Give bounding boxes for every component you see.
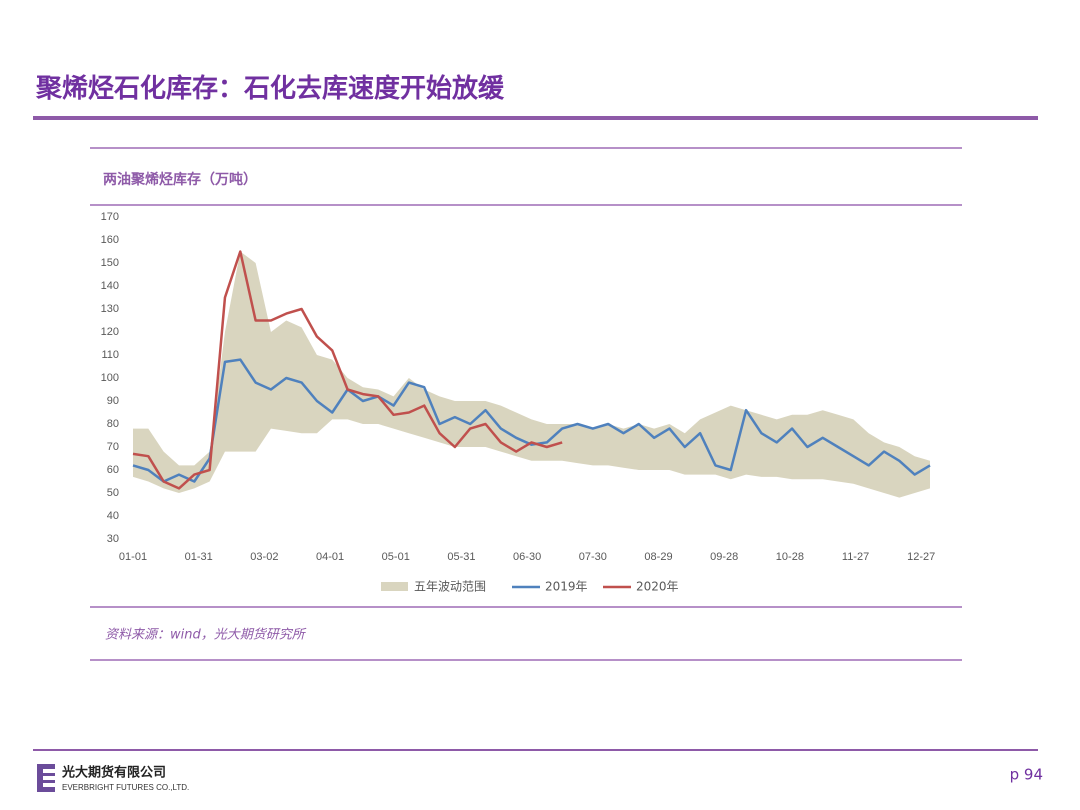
y-tick-label: 140 — [101, 280, 119, 292]
legend-label: 2019年 — [545, 580, 588, 594]
x-tick-label: 01-31 — [185, 551, 213, 563]
page-number: p 94 — [1010, 766, 1043, 784]
chart-title: 两油聚烯烃库存（万吨） — [103, 171, 257, 188]
legend-label: 2020年 — [636, 580, 679, 594]
slide-title: 聚烯烃石化库存：石化去库速度开始放缓 — [35, 73, 505, 104]
series-line — [132, 358, 931, 483]
x-tick-label: 11-27 — [842, 551, 869, 563]
y-tick-label: 130 — [101, 303, 119, 315]
x-tick-label: 08-29 — [644, 551, 672, 563]
title-rule — [33, 116, 1038, 120]
x-tick-label: 04-01 — [316, 551, 344, 563]
y-tick-label: 90 — [107, 395, 119, 407]
y-tick-label: 110 — [101, 349, 119, 361]
y-tick-label: 30 — [107, 533, 119, 545]
company-name-en: EVERBRIGHT FUTURES CO.,LTD. — [62, 783, 189, 792]
x-tick-label: 05-31 — [447, 551, 475, 563]
logo — [37, 764, 55, 792]
series-line — [132, 250, 563, 490]
y-tick-label: 50 — [107, 487, 119, 499]
y-tick-label: 60 — [107, 464, 119, 476]
x-tick-label: 07-30 — [579, 551, 607, 563]
company-name: 光大期货有限公司 — [61, 765, 166, 781]
legend-swatch — [381, 582, 408, 591]
y-tick-label: 40 — [107, 510, 119, 522]
x-tick-label: 01-01 — [119, 551, 147, 563]
source-note: 资料来源：wind，光大期货研究所 — [105, 627, 307, 643]
y-tick-label: 70 — [107, 441, 119, 453]
x-tick-label: 10-28 — [776, 551, 804, 563]
range-band — [133, 251, 930, 498]
y-tick-label: 100 — [101, 372, 119, 384]
x-tick-label: 09-28 — [710, 551, 738, 563]
y-tick-label: 170 — [101, 211, 119, 223]
y-tick-label: 150 — [101, 257, 119, 269]
y-tick-label: 160 — [101, 234, 119, 246]
legend-label: 五年波动范围 — [414, 580, 486, 594]
x-tick-label: 05-01 — [382, 551, 410, 563]
x-tick-label: 12-27 — [907, 551, 935, 563]
y-tick-label: 120 — [101, 326, 119, 338]
x-tick-label: 03-02 — [250, 551, 278, 563]
x-tick-label: 06-30 — [513, 551, 541, 563]
y-tick-label: 80 — [107, 418, 119, 430]
